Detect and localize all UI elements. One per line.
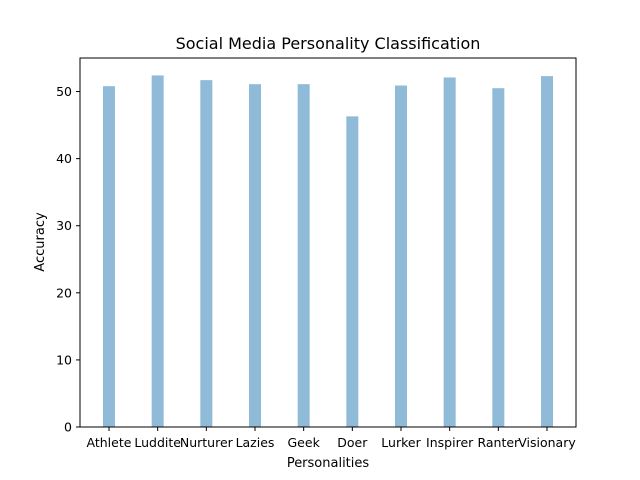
bar-doer bbox=[346, 116, 359, 428]
chart-title: Social Media Personality Classification bbox=[176, 34, 481, 53]
bar-nurturer bbox=[200, 80, 213, 427]
bar-ranter bbox=[492, 88, 505, 427]
bar-visionary bbox=[541, 76, 553, 427]
x-axis-label: Personalities bbox=[287, 456, 370, 471]
x-tick-label: Inspirer bbox=[426, 435, 474, 450]
x-tick-label: Ranter bbox=[477, 435, 520, 450]
x-tick-label: Nurturer bbox=[180, 435, 234, 450]
y-tick-label: 20 bbox=[56, 285, 72, 300]
x-tick-label: Geek bbox=[288, 435, 321, 450]
bars-group bbox=[103, 75, 553, 428]
x-tick-label: Lurker bbox=[381, 435, 421, 450]
bar-lazies bbox=[249, 84, 261, 427]
bar-luddite bbox=[151, 75, 164, 427]
y-tick-label: 40 bbox=[56, 151, 72, 166]
y-tick-label: 0 bbox=[64, 420, 72, 435]
y-axis-label: Accuracy bbox=[33, 212, 48, 272]
x-tick-label: Visionary bbox=[518, 435, 576, 450]
plot-frame bbox=[79, 57, 577, 428]
y-tick-label: 10 bbox=[56, 352, 72, 367]
y-axis-ticks: 0 10 20 30 40 50 bbox=[56, 84, 80, 435]
y-tick-label: 50 bbox=[56, 84, 72, 99]
y-tick-label: 30 bbox=[56, 218, 72, 233]
x-tick-label: Doer bbox=[337, 435, 368, 450]
x-tick-label: Luddite bbox=[134, 435, 181, 450]
bar-inspirer bbox=[443, 77, 456, 427]
bar-athlete bbox=[103, 86, 115, 427]
x-tick-label: Athlete bbox=[87, 435, 132, 450]
bar-geek bbox=[297, 84, 310, 427]
bar-lurker bbox=[395, 85, 407, 428]
x-tick-label: Lazies bbox=[236, 435, 275, 450]
